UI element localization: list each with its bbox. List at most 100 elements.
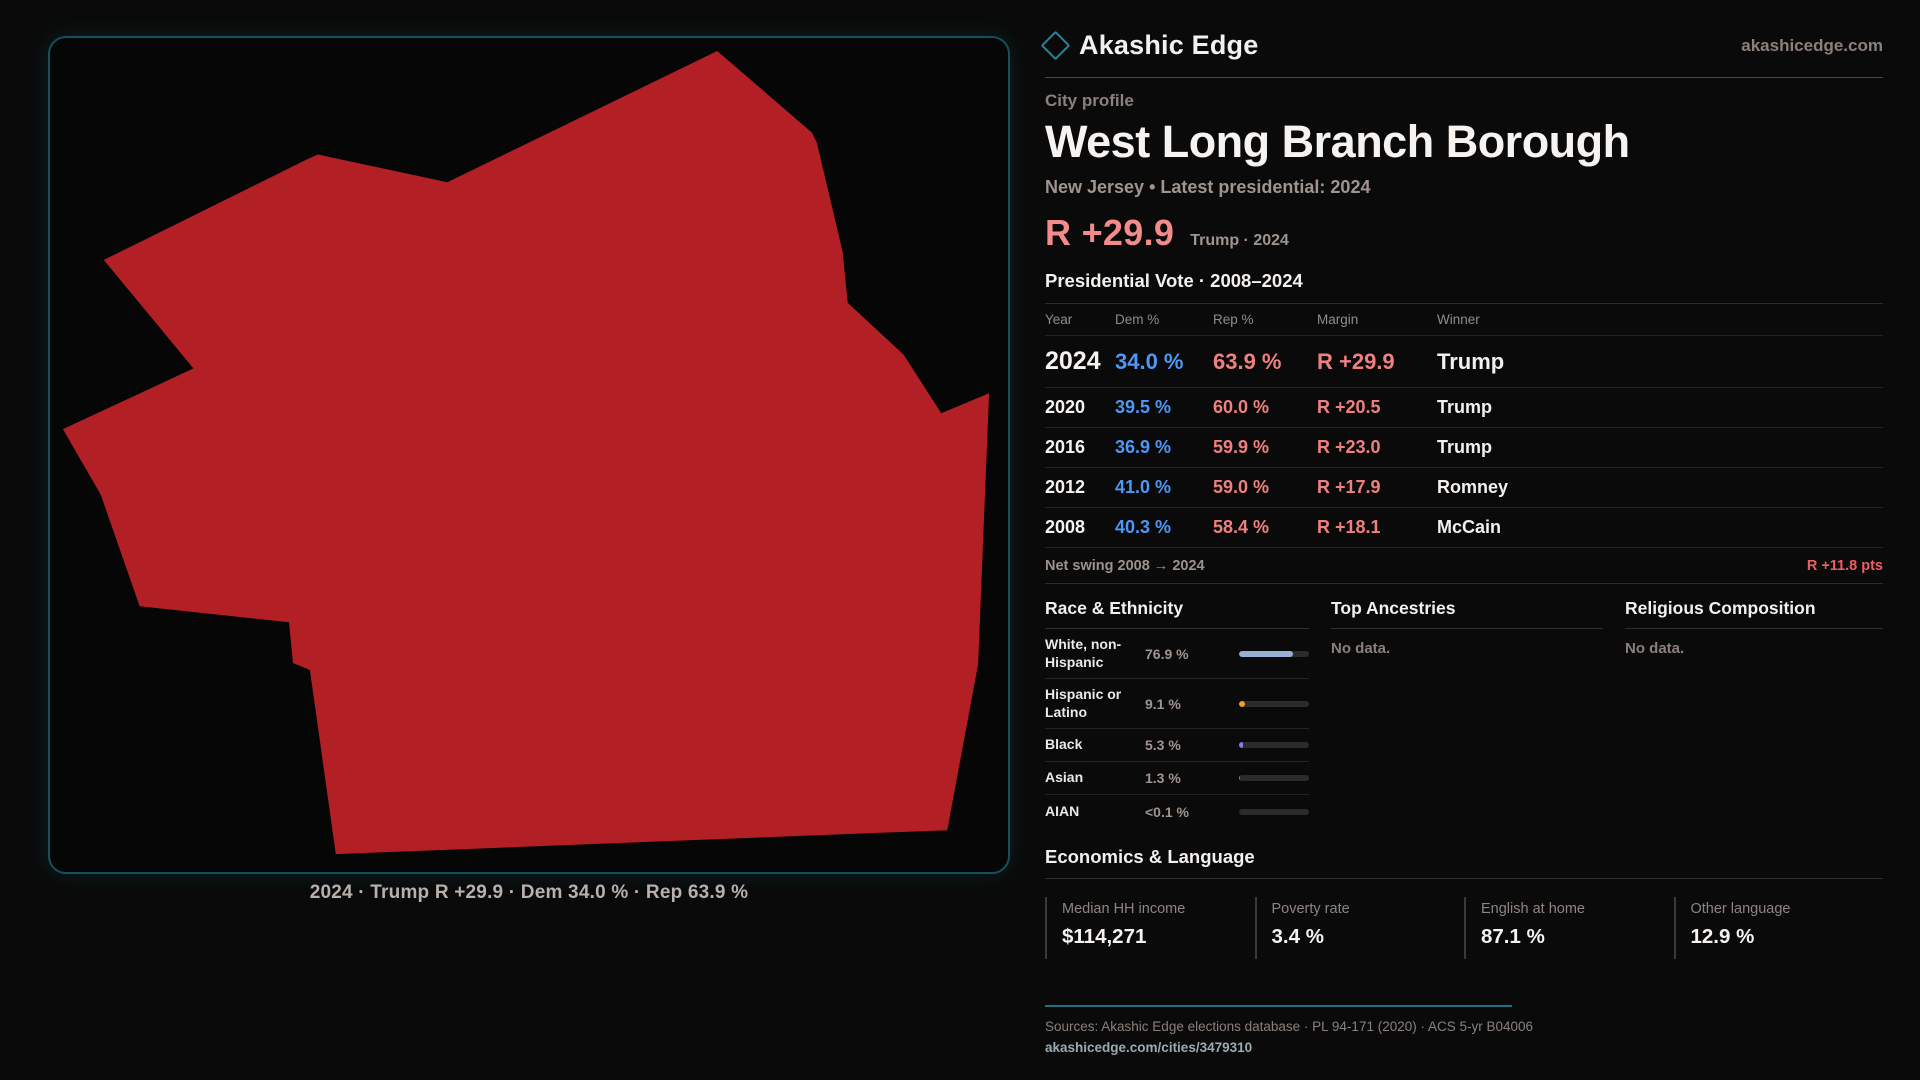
cell-dem-pct: 40.3 % bbox=[1115, 517, 1172, 537]
race-value: 9.1 % bbox=[1145, 695, 1181, 712]
cell-year: 2016 bbox=[1045, 437, 1086, 457]
race-bar-track bbox=[1239, 742, 1309, 748]
brand: Akashic Edge bbox=[1040, 30, 1259, 61]
race-label: White, non-Hispanic bbox=[1045, 636, 1122, 670]
race-ethnicity-column: Race & Ethnicity White, non-Hispanic 76.… bbox=[1045, 598, 1309, 828]
race-bar-fill bbox=[1239, 775, 1240, 781]
no-data-label: No data. bbox=[1625, 640, 1685, 657]
col-header-rep: Rep % bbox=[1213, 312, 1254, 327]
cell-margin: R +18.1 bbox=[1317, 517, 1381, 537]
city-boundary-map-panel bbox=[48, 36, 1010, 874]
cell-rep-pct: 60.0 % bbox=[1213, 397, 1270, 417]
permalink-link[interactable]: akashicedge.com/cities/3479310 bbox=[1045, 1040, 1253, 1055]
race-bar-fill bbox=[1239, 650, 1293, 657]
race-label: AIAN bbox=[1045, 802, 1080, 819]
religious-composition-title: Religious Composition bbox=[1625, 598, 1883, 629]
col-header-winner: Winner bbox=[1437, 312, 1480, 327]
stat-label: Other language bbox=[1690, 901, 1791, 917]
headline-margin-row: R +29.9 Trump · 2024 bbox=[1045, 212, 1883, 254]
page-title: West Long Branch Borough bbox=[1045, 116, 1630, 167]
brand-domain-link[interactable]: akashicedge.com bbox=[1741, 35, 1883, 55]
list-item: White, non-Hispanic 76.9 % bbox=[1045, 629, 1309, 679]
cell-rep-pct: 58.4 % bbox=[1213, 517, 1270, 537]
table-row: 2008 40.3 % 58.4 % R +18.1 McCain bbox=[1045, 508, 1883, 548]
stat-label: Median HH income bbox=[1062, 901, 1186, 917]
table-row: 2024 34.0 % 63.9 % R +29.9 Trump bbox=[1045, 336, 1883, 388]
stat-card: Median HH income $114,271 bbox=[1045, 897, 1255, 959]
cell-winner: Trump bbox=[1437, 437, 1493, 457]
vote-table-header-row: Year Dem % Rep % Margin Winner bbox=[1045, 304, 1883, 336]
race-bar-fill bbox=[1239, 700, 1246, 707]
no-data-label: No data. bbox=[1331, 640, 1391, 657]
cell-rep-pct: 63.9 % bbox=[1213, 348, 1282, 374]
cell-winner: McCain bbox=[1437, 517, 1502, 537]
race-bar-track bbox=[1239, 650, 1309, 657]
col-header-dem: Dem % bbox=[1115, 312, 1160, 327]
sources-text: Sources: Akashic Edge elections database… bbox=[1045, 1019, 1534, 1034]
vote-table: Year Dem % Rep % Margin Winner 2024 34.0… bbox=[1045, 303, 1883, 548]
headline-margin-value: R +29.9 bbox=[1045, 212, 1175, 253]
race-value: 76.9 % bbox=[1145, 645, 1189, 662]
list-item: Black 5.3 % bbox=[1045, 729, 1309, 762]
economics-stats: Median HH income $114,271 Poverty rate 3… bbox=[1045, 897, 1883, 959]
profile-card: Akashic Edge akashicedge.com City profil… bbox=[1040, 30, 1883, 1057]
stat-value: 87.1 % bbox=[1481, 925, 1545, 948]
list-item: AIAN <0.1 % bbox=[1045, 795, 1309, 828]
stat-label: English at home bbox=[1481, 901, 1585, 917]
race-bar-track bbox=[1239, 700, 1309, 707]
net-swing-value: R +11.8 pts bbox=[1806, 558, 1883, 574]
col-header-margin: Margin bbox=[1317, 312, 1359, 327]
cell-year: 2020 bbox=[1045, 397, 1086, 417]
cell-rep-pct: 59.0 % bbox=[1213, 477, 1270, 497]
cell-margin: R +23.0 bbox=[1317, 437, 1381, 457]
economics-title: Economics & Language bbox=[1045, 846, 1883, 879]
cell-margin: R +29.9 bbox=[1317, 348, 1395, 374]
net-swing-row: Net swing 2008 → 2024 R +11.8 pts bbox=[1045, 548, 1883, 584]
page-subtitle: New Jersey • Latest presidential: 2024 bbox=[1045, 177, 1371, 197]
col-header-year: Year bbox=[1045, 312, 1073, 327]
stat-value: $114,271 bbox=[1062, 925, 1147, 948]
religious-composition-column: Religious Composition No data. bbox=[1625, 598, 1883, 828]
cell-dem-pct: 41.0 % bbox=[1115, 477, 1172, 497]
race-value: 5.3 % bbox=[1145, 737, 1181, 753]
cell-rep-pct: 59.9 % bbox=[1213, 437, 1270, 457]
table-row: 2020 39.5 % 60.0 % R +20.5 Trump bbox=[1045, 388, 1883, 428]
cell-year: 2008 bbox=[1045, 517, 1086, 537]
top-ancestries-title: Top Ancestries bbox=[1331, 598, 1603, 629]
cell-winner: Trump bbox=[1437, 397, 1493, 417]
city-boundary-shape bbox=[62, 50, 990, 855]
cell-margin: R +20.5 bbox=[1317, 397, 1381, 417]
cell-winner: Romney bbox=[1437, 477, 1509, 497]
list-item: Hispanic or Latino 9.1 % bbox=[1045, 679, 1309, 729]
city-boundary-map bbox=[62, 50, 990, 855]
race-bar-track bbox=[1239, 808, 1309, 815]
race-bar-fill bbox=[1239, 742, 1243, 748]
cell-dem-pct: 36.9 % bbox=[1115, 437, 1172, 457]
stat-label: Poverty rate bbox=[1271, 901, 1350, 917]
footer-accent-line bbox=[1045, 1005, 1512, 1007]
cell-margin: R +17.9 bbox=[1317, 477, 1381, 497]
stat-card: Poverty rate 3.4 % bbox=[1254, 897, 1465, 959]
demographics-section: Race & Ethnicity White, non-Hispanic 76.… bbox=[1045, 598, 1883, 828]
race-value: <0.1 % bbox=[1145, 803, 1189, 820]
race-label: Black bbox=[1045, 736, 1083, 753]
stat-card: Other language 12.9 % bbox=[1673, 897, 1884, 959]
table-row: 2012 41.0 % 59.0 % R +17.9 Romney bbox=[1045, 468, 1883, 508]
race-label: Hispanic or Latino bbox=[1045, 686, 1122, 720]
cell-year: 2012 bbox=[1045, 477, 1086, 497]
table-row: 2016 36.9 % 59.9 % R +23.0 Trump bbox=[1045, 428, 1883, 468]
vote-table-title: Presidential Vote · 2008–2024 bbox=[1045, 270, 1303, 291]
card-footer: Sources: Akashic Edge elections database… bbox=[1045, 1005, 1883, 1057]
stat-value: 12.9 % bbox=[1690, 925, 1755, 948]
net-swing-label: Net swing 2008 → 2024 bbox=[1045, 558, 1205, 574]
card-header: Akashic Edge akashicedge.com bbox=[1040, 30, 1883, 78]
cell-year: 2024 bbox=[1045, 347, 1101, 375]
brand-name: Akashic Edge bbox=[1079, 30, 1259, 60]
headline-margin-context: Trump · 2024 bbox=[1190, 232, 1289, 249]
race-label: Asian bbox=[1045, 769, 1084, 786]
top-ancestries-column: Top Ancestries No data. bbox=[1331, 598, 1603, 828]
kicker-label: City profile bbox=[1045, 91, 1134, 110]
map-caption: 2024 · Trump R +29.9 · Dem 34.0 % · Rep … bbox=[309, 882, 749, 903]
cell-dem-pct: 39.5 % bbox=[1115, 397, 1172, 417]
stat-card: English at home 87.1 % bbox=[1464, 897, 1674, 959]
